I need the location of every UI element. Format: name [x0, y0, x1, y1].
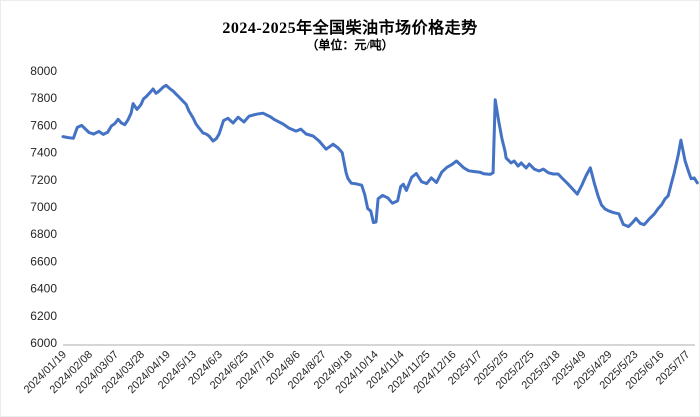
y-tick-label: 6600: [30, 254, 57, 268]
chart-subtitle: （单位：元/吨）: [306, 38, 394, 52]
price-line-series: [61, 83, 699, 229]
y-tick-label: 6400: [30, 282, 57, 296]
y-axis-labels: 6000 6200 6400 6600 6800 7000 7200 7400 7600 7800…: [30, 64, 57, 350]
y-tick-label: 7200: [30, 173, 57, 187]
y-tick-label: 7000: [30, 200, 57, 214]
y-tick-label: 6000: [30, 336, 57, 350]
y-tick-label: 7600: [30, 118, 57, 132]
y-tick-label: 7800: [30, 91, 57, 105]
y-tick-label: 6200: [30, 309, 57, 323]
chart-title: 2024-2025年全国柴油市场价格走势: [222, 20, 478, 37]
y-tick-label: 7400: [30, 146, 57, 160]
y-tick-label: 6800: [30, 227, 57, 241]
x-axis-labels: 2024/01/192024/02/082024/03/072024/03/28…: [22, 349, 693, 396]
y-tick-label: 8000: [30, 64, 57, 78]
